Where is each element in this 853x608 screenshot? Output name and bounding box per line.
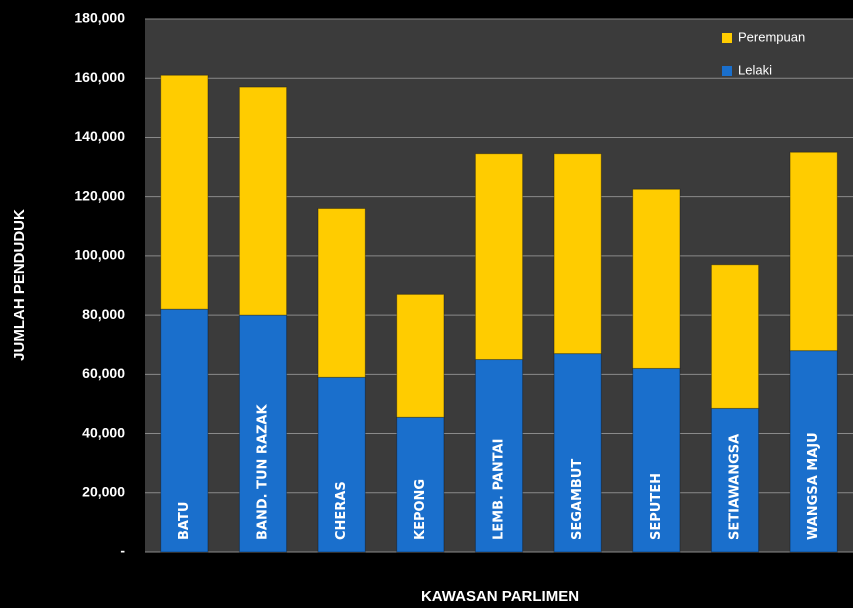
legend-label: Perempuan xyxy=(738,29,805,44)
category-label: SEPUTEH xyxy=(649,473,664,540)
category-label: SETIAWANGSA xyxy=(728,434,743,540)
bar-segment xyxy=(789,350,838,553)
y-tick-label: 160,000 xyxy=(74,69,125,85)
bar-segment xyxy=(474,359,524,553)
x-axis-title: KAWASAN PARLIMEN xyxy=(421,588,579,605)
bar-segment xyxy=(474,153,524,361)
y-tick-label: 180,000 xyxy=(74,10,125,26)
category-label: LEMB. PANTAI xyxy=(492,438,507,540)
bar-segment xyxy=(317,208,366,378)
category-label: SEGAMBUT xyxy=(570,459,585,540)
bar-segment xyxy=(238,314,288,553)
y-tick-label: 40,000 xyxy=(82,424,125,440)
bar-segment xyxy=(160,308,209,553)
y-tick-label: 60,000 xyxy=(82,365,125,381)
category-label: CHERAS xyxy=(334,481,349,540)
bar-segment xyxy=(553,353,602,553)
category-label: KEPONG xyxy=(413,479,428,540)
legend-label: Lelaki xyxy=(738,62,772,77)
category-label: WANGSA MAJU xyxy=(806,432,821,540)
legend-swatch xyxy=(722,33,732,43)
bar-segment xyxy=(632,188,681,369)
bar-segment xyxy=(238,86,288,316)
y-tick-label: 140,000 xyxy=(74,128,125,144)
category-label: BAND. TUN RAZAK xyxy=(256,404,271,540)
legend-swatch xyxy=(722,66,732,76)
bar-segment xyxy=(396,416,445,553)
y-tick-label: 80,000 xyxy=(82,306,125,322)
bar-segment xyxy=(710,264,760,409)
y-tick-label: 120,000 xyxy=(74,187,125,203)
bar-segment xyxy=(160,74,209,310)
category-label: BATU xyxy=(177,502,192,540)
bar-segment xyxy=(710,407,760,553)
bar-segment xyxy=(396,293,445,418)
y-tick-label: - xyxy=(120,543,125,559)
y-axis-title: JUMLAH PENDUDUK xyxy=(11,209,28,361)
bar-segment xyxy=(632,367,681,553)
y-tick-label: 20,000 xyxy=(82,483,125,499)
bar-segment xyxy=(317,376,366,553)
y-tick-label: 100,000 xyxy=(74,247,125,263)
bar-segment xyxy=(789,151,838,352)
bar-segment xyxy=(553,153,602,355)
